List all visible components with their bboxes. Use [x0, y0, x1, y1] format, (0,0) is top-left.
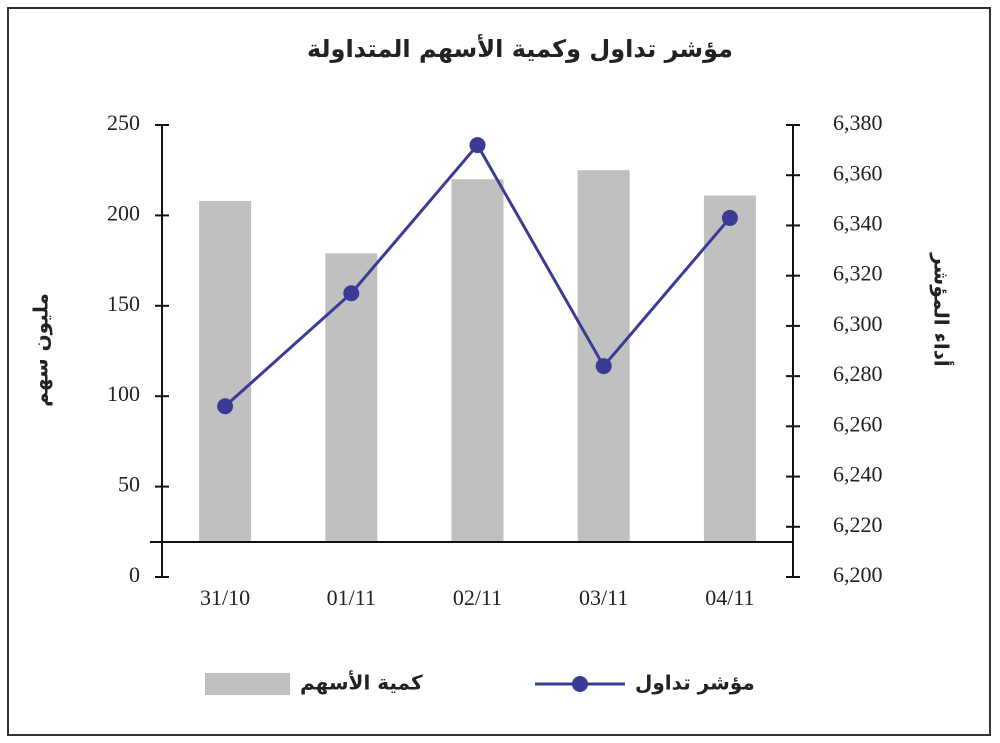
y-tick-label: 250 [107, 110, 140, 135]
y-tick-label: 100 [107, 381, 140, 406]
point [469, 137, 486, 154]
x-tick-label: 02/11 [453, 585, 502, 610]
x-tick-label: 31/10 [200, 585, 250, 610]
point [595, 358, 612, 375]
x-tick-label: 04/11 [705, 585, 754, 610]
y2-tick-label: 6,260 [833, 411, 883, 436]
point [217, 398, 234, 415]
y2-tick-label: 6,280 [833, 361, 883, 386]
legend-swatch [572, 676, 588, 692]
y2-tick-label: 6,200 [833, 562, 883, 587]
bar [577, 170, 630, 542]
y2-tick-label: 6,320 [833, 261, 883, 286]
y-tick-label: 150 [107, 291, 140, 316]
y2-tick-label: 6,220 [833, 512, 883, 537]
y-tick-label: 50 [118, 472, 140, 497]
y2-tick-label: 6,300 [833, 311, 883, 336]
y-axis-title: مليون سهم [29, 293, 53, 407]
y2-tick-label: 6,240 [833, 462, 883, 487]
bar [325, 253, 378, 543]
y2-tick-label: 6,360 [833, 160, 883, 185]
y2-tick-label: 6,380 [833, 110, 883, 135]
bar [451, 179, 504, 543]
point [343, 285, 360, 302]
legend-label: كمية الأسهم [300, 670, 423, 695]
x-tick-label: 01/11 [327, 585, 376, 610]
legend-swatch [205, 673, 290, 695]
bar [703, 195, 756, 542]
y2-axis-title: أداء المؤشر [930, 252, 956, 367]
x-tick-label: 03/11 [579, 585, 628, 610]
point [721, 209, 738, 226]
chart-title: مؤشر تداول وكمية الأسهم المتداولة [307, 34, 733, 63]
y2-tick-label: 6,340 [833, 210, 883, 235]
y-tick-label: 0 [129, 562, 140, 587]
bar [199, 200, 252, 542]
y-tick-label: 200 [107, 200, 140, 225]
legend-label: مؤشر تداول [635, 671, 755, 695]
